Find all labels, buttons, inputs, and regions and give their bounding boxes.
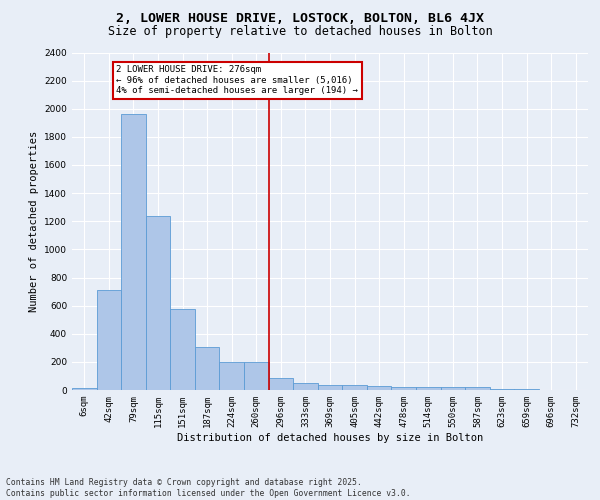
Y-axis label: Number of detached properties: Number of detached properties — [29, 130, 38, 312]
Bar — [146, 216, 170, 390]
Bar — [293, 383, 318, 390]
Bar — [391, 387, 416, 390]
Bar — [416, 387, 440, 390]
Bar — [195, 347, 220, 390]
Bar — [342, 385, 367, 390]
Bar — [220, 362, 244, 390]
Text: 2 LOWER HOUSE DRIVE: 276sqm
← 96% of detached houses are smaller (5,016)
4% of s: 2 LOWER HOUSE DRIVE: 276sqm ← 96% of det… — [116, 65, 358, 95]
Bar — [121, 114, 146, 390]
Bar — [97, 290, 121, 390]
Text: Contains HM Land Registry data © Crown copyright and database right 2025.
Contai: Contains HM Land Registry data © Crown c… — [6, 478, 410, 498]
Text: Size of property relative to detached houses in Bolton: Size of property relative to detached ho… — [107, 25, 493, 38]
X-axis label: Distribution of detached houses by size in Bolton: Distribution of detached houses by size … — [177, 432, 483, 442]
Bar — [465, 388, 490, 390]
Bar — [367, 386, 391, 390]
Bar — [318, 384, 342, 390]
Bar — [244, 362, 269, 390]
Bar — [170, 309, 195, 390]
Bar — [440, 387, 465, 390]
Text: 2, LOWER HOUSE DRIVE, LOSTOCK, BOLTON, BL6 4JX: 2, LOWER HOUSE DRIVE, LOSTOCK, BOLTON, B… — [116, 12, 484, 26]
Bar — [72, 388, 97, 390]
Bar — [269, 378, 293, 390]
